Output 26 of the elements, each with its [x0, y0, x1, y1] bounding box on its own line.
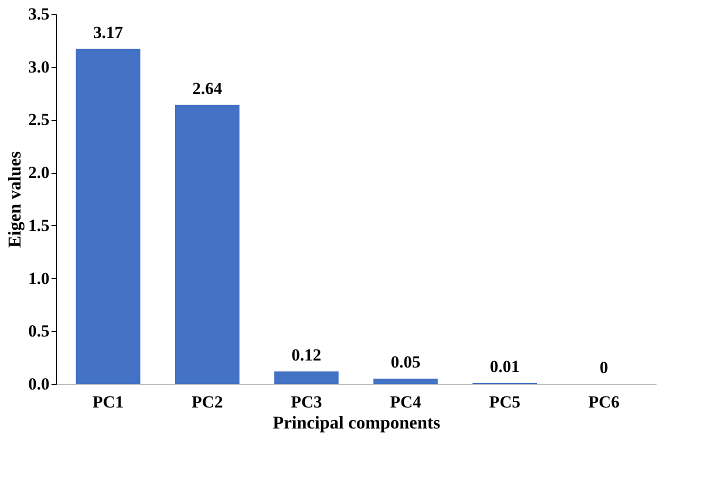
- y-tick-label: 0.0: [28, 374, 50, 394]
- x-tick-label: PC1: [92, 392, 124, 412]
- y-tick-label: 3.5: [28, 4, 50, 24]
- data-label: 2.64: [192, 78, 223, 98]
- y-tick-label: 1.5: [28, 216, 50, 235]
- bar: [274, 371, 339, 384]
- x-tick-label: PC2: [192, 392, 223, 412]
- bar: [175, 104, 240, 384]
- y-tick-label: 0.5: [28, 322, 50, 341]
- bar: [373, 378, 438, 384]
- x-tick-label: PC6: [588, 392, 620, 412]
- x-axis-title: Principal components: [272, 412, 440, 432]
- data-label: 0.05: [390, 352, 420, 372]
- y-tick-label: 1.0: [28, 268, 50, 288]
- x-tick-label: PC5: [489, 392, 520, 412]
- y-tick-label: 3.0: [28, 57, 50, 76]
- data-label: 0.01: [490, 356, 520, 376]
- data-label: 0: [600, 358, 608, 377]
- bar: [76, 48, 140, 384]
- x-tick-label: PC4: [390, 392, 422, 412]
- data-label: 3.17: [93, 22, 124, 42]
- data-label: 0.12: [292, 345, 322, 364]
- x-tick-label: PC3: [290, 392, 322, 412]
- y-tick-label: 2.5: [28, 110, 50, 130]
- y-tick-label: 2.0: [28, 163, 50, 182]
- y-axis-title: Eigen values: [4, 151, 24, 248]
